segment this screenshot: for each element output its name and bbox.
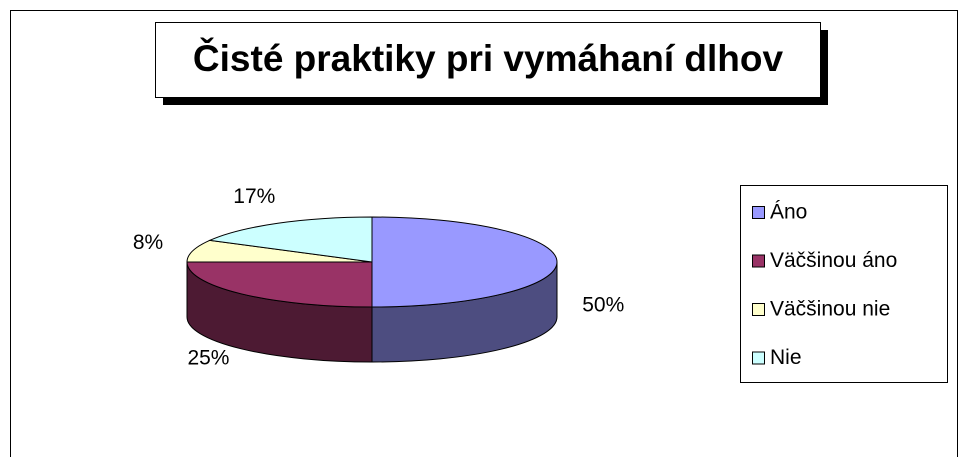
- frame: [10, 10, 958, 457]
- legend-swatch: [752, 351, 765, 365]
- data-label: 50%: [582, 294, 624, 317]
- data-label: 8%: [133, 231, 163, 254]
- pie-slice: [371, 216, 558, 308]
- legend-box: [740, 185, 948, 383]
- pie-slice: [208, 216, 373, 263]
- legend-label: Väčšinou nie: [770, 298, 890, 321]
- legend-swatch: [752, 206, 765, 219]
- data-label: 25%: [187, 347, 229, 370]
- chart-title: Čisté praktiky pri vymáhaní dlhov: [193, 37, 784, 79]
- legend-swatch: [752, 254, 765, 268]
- legend-label: Nie: [770, 346, 802, 369]
- pie-slice: [186, 261, 373, 308]
- data-label: 17%: [233, 185, 275, 208]
- legend-label: Áno: [770, 201, 807, 224]
- legend-label: Väčšinou áno: [770, 249, 897, 272]
- title-box: [155, 22, 821, 98]
- legend-swatch: [752, 303, 765, 316]
